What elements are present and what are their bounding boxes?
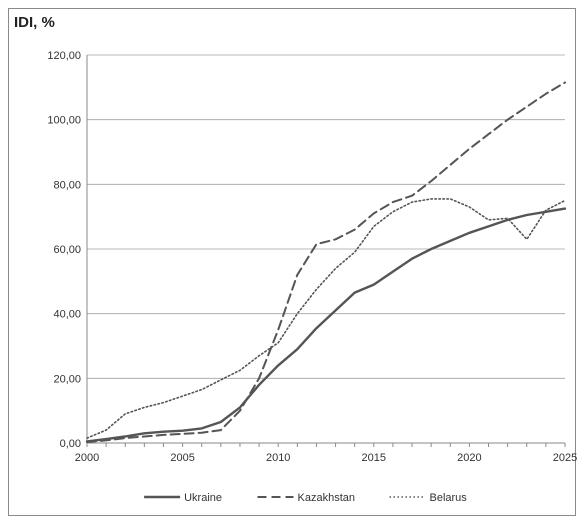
x-tick-label: 2015 — [362, 452, 386, 464]
axes — [86, 55, 566, 447]
legend-label-kazakhstan: Kazakhstan — [298, 492, 355, 504]
y-tick-label: 0,00 — [60, 438, 81, 450]
y-tick-label: 60,00 — [53, 244, 81, 256]
legend: Ukraine Kazakhstan Belarus — [144, 492, 467, 504]
y-tick-label: 40,00 — [53, 309, 81, 321]
y-tick-label: 100,00 — [47, 115, 81, 127]
y-tick-labels: 0,00 20,00 40,00 60,00 80,00 100,00 120,00 — [47, 50, 81, 450]
x-tick-label: 2000 — [75, 452, 99, 464]
x-tick-labels: 2000 2005 2010 2015 2020 2025 — [75, 452, 577, 464]
x-tick-label: 2020 — [457, 452, 481, 464]
y-tick-label: 20,00 — [53, 373, 81, 385]
series-lines — [85, 81, 567, 443]
series-line-ukraine — [85, 207, 567, 443]
y-tick-label: 120,00 — [47, 50, 81, 62]
legend-label-belarus: Belarus — [430, 492, 468, 504]
x-tick-label: 2005 — [170, 452, 194, 464]
y-tick-label: 80,00 — [53, 179, 81, 191]
series-line-belarus — [86, 198, 566, 439]
grid-lines — [87, 54, 565, 379]
legend-label-ukraine: Ukraine — [184, 492, 222, 504]
x-tick-label: 2010 — [266, 452, 290, 464]
series-line-kazakhstan — [86, 81, 566, 443]
x-tick-label: 2025 — [553, 452, 577, 464]
chart-title: IDI, % — [14, 14, 55, 31]
